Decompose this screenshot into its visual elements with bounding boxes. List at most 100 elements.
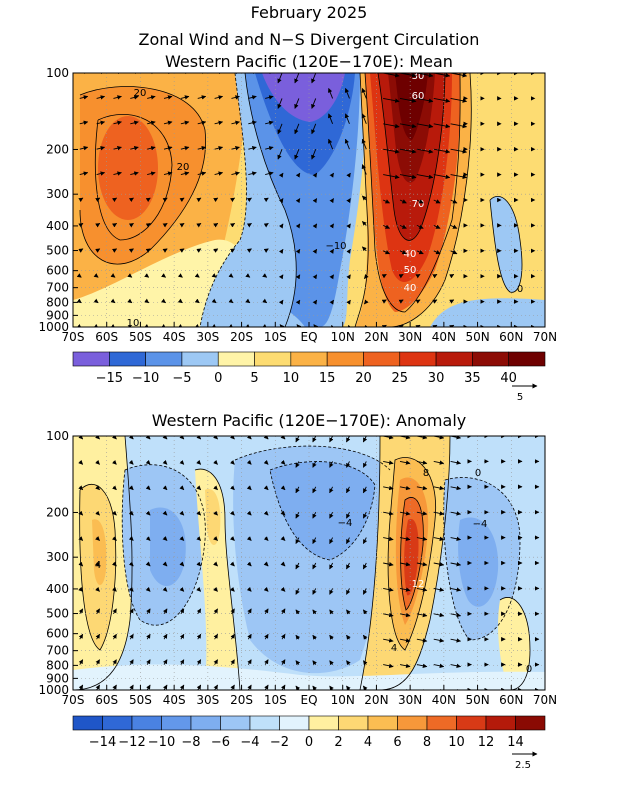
anomaly-wind-arrow — [95, 536, 100, 541]
mean-wind-arrow — [213, 197, 219, 203]
anomaly-wind-arrow — [230, 536, 235, 541]
mean-wind-arrow — [277, 123, 283, 135]
mean-wind-arrow — [346, 299, 351, 305]
mean-wind-arrow — [398, 274, 404, 279]
anomaly-colorbar-swatch — [485, 715, 516, 731]
anomaly-wind-arrow — [246, 586, 252, 592]
mean-wind-arrow — [78, 197, 84, 203]
anomaly-wind-arrow — [213, 536, 218, 541]
anomaly-wind-arrow — [450, 587, 462, 592]
anomaly-wind-arrow — [312, 461, 317, 468]
anomaly-wind-arrow — [346, 461, 351, 468]
anomaly-wind-arrow — [230, 684, 235, 690]
anomaly-wind-arrow — [179, 561, 185, 567]
mean-wind-arrow — [214, 120, 224, 125]
mean-wind-arrow — [194, 298, 200, 304]
mean-wind-arrow — [112, 223, 118, 228]
anomaly-wind-arrow — [230, 561, 235, 567]
anomaly-wind-arrow — [312, 588, 317, 595]
mean-colorbar-swatch — [181, 351, 219, 367]
mean-wind-arrow — [415, 274, 421, 279]
mean-axes: 70S 60S 50S 40S 30S 20S 10S EQ 10N 20N 30N 40N 50N 60… — [38, 66, 557, 344]
anomaly-wind-arrow — [329, 537, 334, 545]
mean-colorbar-label: 30 — [428, 371, 445, 386]
anomaly-wind-arrow — [264, 608, 269, 615]
mean-wind-arrow — [246, 197, 252, 203]
mean-wind-arrow — [248, 120, 257, 125]
mean-wind-arrow — [383, 174, 400, 180]
anomaly-wind-arrow — [246, 485, 252, 491]
anomaly-wind-arrow — [433, 460, 445, 465]
mean-wind-arrow — [79, 171, 89, 176]
mean-colorbar-swatch — [472, 351, 509, 367]
mean-wind-arrow — [130, 120, 139, 125]
anomaly-wind-arrow — [78, 684, 84, 690]
anomaly-grid — [73, 436, 545, 690]
anomaly-colorbar-swatch — [397, 715, 428, 731]
anomaly-wind-arrow — [399, 663, 411, 669]
anomaly-colorbar-swatch — [338, 715, 369, 731]
mean-contour-label-70: 70 — [412, 199, 425, 210]
anomaly-wind-arrow — [145, 485, 151, 491]
anomaly-wind-arrow — [163, 684, 168, 690]
anomaly-wind-arrow — [128, 586, 134, 592]
mean-colorbar-label: 15 — [319, 371, 336, 386]
anomaly-wind-arrow — [129, 608, 134, 615]
mean-ytick-label: 100 — [46, 66, 69, 80]
mean-wind-arrow — [147, 120, 156, 125]
anomaly-wind-arrow — [263, 536, 269, 541]
mean-wind-arrow — [433, 199, 441, 204]
mean-wind-arrow — [214, 145, 224, 151]
mean-wind-arrow — [197, 171, 207, 176]
anomaly-wind-arrow — [78, 586, 84, 592]
mean-wind-arrow — [399, 148, 417, 154]
anomaly-xtick-label: 20N — [364, 693, 388, 707]
mean-wind-arrow — [416, 123, 434, 129]
mean-wind-arrow — [277, 73, 283, 84]
anomaly-axes: 70S 60S 50S 40S 30S 20S 10S EQ 10N 20N 30N 40N 50N 60… — [38, 429, 557, 707]
anomaly-xtick-label: 60S — [95, 693, 118, 707]
anomaly-wind-arrow — [346, 537, 351, 545]
mean-wind-arrow — [415, 299, 421, 304]
anomaly-colorbar-swatch — [161, 715, 192, 731]
anomaly-wind-arrow — [213, 684, 218, 690]
mean-contour-8 — [489, 196, 523, 293]
anomaly-wind-arrow — [213, 608, 218, 615]
mean-wind-arrow — [383, 123, 400, 129]
anomaly-wind-arrow — [383, 587, 394, 592]
anomaly-wind-arrow — [112, 659, 117, 665]
anomaly-xtick-label: 40N — [432, 693, 456, 707]
anomaly-colorbar-swatch — [308, 715, 339, 731]
anomaly-wind-arrow — [196, 561, 202, 567]
anomaly-wind-arrow — [95, 485, 100, 491]
figure-subtitle: Zonal Wind and N−S Divergent Circulation — [139, 30, 480, 49]
anomaly-colorbar-label: 2 — [334, 735, 342, 750]
mean-ytick-label: 700 — [46, 281, 69, 295]
mean-wind-arrow — [382, 199, 390, 204]
mean-xtick-label: 70N — [533, 330, 557, 344]
mean-jet-70 — [395, 73, 428, 140]
mean-xtick-label: 60N — [499, 330, 523, 344]
anomaly-wind-arrow — [346, 685, 351, 690]
top-chart-title: Western Pacific (120E−170E): Mean — [165, 52, 453, 71]
mean-wind-arrow — [96, 120, 106, 125]
mean-wind-arrow — [245, 298, 251, 304]
anomaly-wind-arrow — [416, 485, 428, 491]
mean-wind-arrow — [161, 273, 166, 278]
mean-wind-arrow — [344, 113, 350, 124]
anomaly-wind-arrow — [78, 561, 84, 567]
anomaly-wind-arrow — [280, 485, 286, 491]
mean-wind-arrow — [399, 174, 417, 180]
anomaly-wind-arrow — [162, 586, 168, 592]
mean-wind-arrow — [346, 223, 351, 229]
anomaly-wind-arrow — [362, 537, 368, 545]
anomaly-wind-arrow — [196, 485, 202, 491]
anomaly-wind-arrow — [213, 510, 218, 516]
anomaly-contour-label-m4b: −4 — [338, 518, 353, 529]
mean-colorbar-swatch — [435, 351, 473, 367]
mean-wind-arrow — [278, 274, 284, 280]
mean-wind-arrow — [416, 97, 434, 103]
anomaly-sh-pos-6 — [92, 519, 107, 585]
mean-wind-arrow — [230, 248, 236, 253]
mean-wind-arrow — [128, 197, 134, 203]
